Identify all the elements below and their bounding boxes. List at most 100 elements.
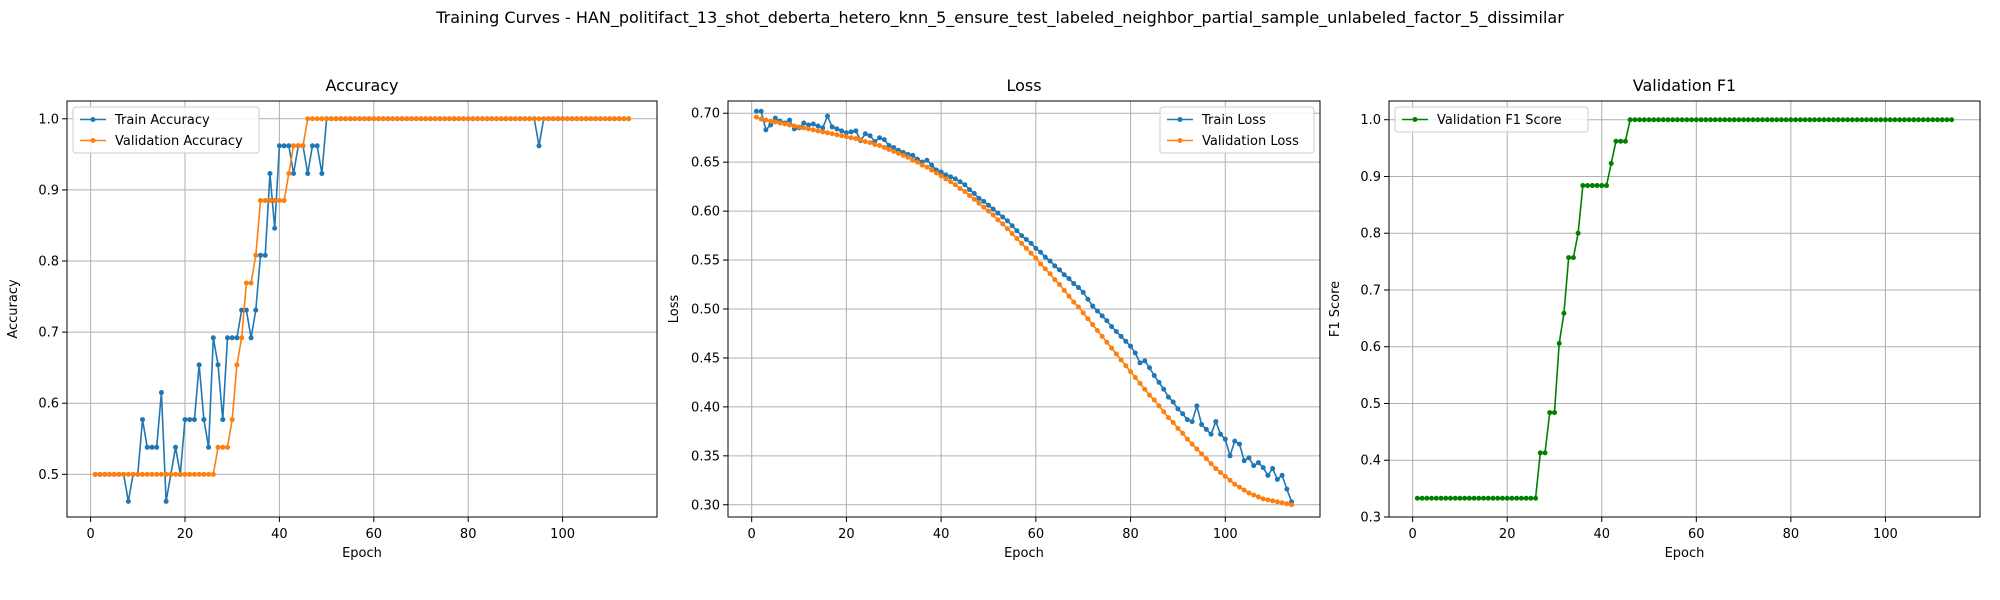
data-point-validation-loss xyxy=(815,128,821,134)
data-point-validation-accuracy xyxy=(446,116,452,122)
data-point-validation-accuracy xyxy=(550,116,556,122)
data-point-validation-accuracy xyxy=(187,471,193,477)
legend-marker xyxy=(1177,138,1183,143)
data-point-validation-f1-score xyxy=(1490,495,1496,501)
data-point-validation-loss xyxy=(1265,497,1271,503)
data-point-train-accuracy xyxy=(536,143,542,149)
y-tick-label: 0.8 xyxy=(38,255,59,270)
data-point-validation-f1-score xyxy=(1835,117,1841,123)
x-tick-label: 40 xyxy=(1593,527,1610,542)
data-point-train-loss xyxy=(1038,249,1044,255)
data-point-validation-accuracy xyxy=(229,417,235,423)
data-point-train-loss xyxy=(772,115,778,121)
data-point-validation-accuracy xyxy=(475,116,481,122)
data-point-validation-f1-score xyxy=(1821,117,1827,123)
data-point-train-loss xyxy=(976,195,982,201)
chart-title: Validation F1 xyxy=(1633,76,1736,95)
data-point-validation-loss xyxy=(768,118,774,124)
data-point-validation-loss xyxy=(943,176,949,182)
y-tick-label: 0.60 xyxy=(691,205,720,220)
data-point-validation-loss xyxy=(1156,403,1162,409)
data-point-validation-loss xyxy=(971,196,977,202)
data-point-validation-loss xyxy=(1132,375,1138,381)
data-point-validation-loss xyxy=(1208,461,1214,467)
data-point-validation-accuracy xyxy=(404,116,410,122)
data-point-validation-loss xyxy=(1038,261,1044,267)
data-point-validation-loss xyxy=(806,126,812,132)
data-point-train-loss xyxy=(1066,276,1072,282)
data-point-validation-f1-score xyxy=(1641,117,1647,123)
series-line-validation-accuracy xyxy=(95,117,629,476)
data-point-validation-loss xyxy=(872,142,878,148)
data-point-train-loss xyxy=(1161,386,1167,392)
data-point-validation-loss xyxy=(1199,451,1205,457)
data-point-validation-accuracy xyxy=(173,471,179,477)
data-point-train-loss xyxy=(1218,431,1224,437)
data-point-train-loss xyxy=(943,172,949,178)
data-point-validation-f1-score xyxy=(1547,410,1553,416)
data-point-validation-accuracy xyxy=(295,143,301,149)
x-tick-label: 100 xyxy=(1213,527,1238,542)
data-point-validation-accuracy xyxy=(97,471,103,477)
data-point-train-loss xyxy=(886,143,892,149)
data-point-train-loss xyxy=(948,174,954,180)
series-line-train-accuracy xyxy=(95,117,629,503)
legend-marker xyxy=(1412,117,1418,122)
data-point-train-loss xyxy=(820,125,826,131)
data-point-validation-accuracy xyxy=(371,116,377,122)
data-point-validation-loss xyxy=(1232,481,1238,487)
data-point-train-loss xyxy=(787,117,793,123)
data-point-validation-accuracy xyxy=(319,116,325,122)
data-point-validation-accuracy xyxy=(394,116,400,122)
data-point-train-loss xyxy=(1004,218,1010,224)
data-point-validation-loss xyxy=(1109,345,1115,351)
data-point-train-accuracy xyxy=(224,335,230,341)
data-point-validation-accuracy xyxy=(276,198,282,204)
data-point-validation-loss xyxy=(985,208,991,214)
data-point-validation-accuracy xyxy=(437,116,443,122)
data-point-validation-loss xyxy=(1213,466,1219,472)
axes-frame xyxy=(66,100,658,518)
data-point-validation-accuracy xyxy=(427,116,433,122)
y-tick-label: 0.5 xyxy=(38,468,59,483)
data-point-validation-f1-score xyxy=(1528,495,1534,501)
data-point-validation-accuracy xyxy=(531,116,537,122)
data-point-validation-accuracy xyxy=(583,116,589,122)
data-point-validation-loss xyxy=(772,119,778,125)
data-point-validation-f1-score xyxy=(1755,117,1761,123)
data-point-validation-loss xyxy=(1194,446,1200,452)
legend-box xyxy=(72,106,260,154)
data-point-validation-accuracy xyxy=(470,116,476,122)
data-point-validation-accuracy xyxy=(508,116,514,122)
data-point-validation-accuracy xyxy=(593,116,599,122)
data-point-validation-accuracy xyxy=(479,116,485,122)
data-point-train-accuracy xyxy=(309,143,315,149)
y-axis-label: Loss xyxy=(667,295,682,324)
x-tick-label: 60 xyxy=(1688,527,1705,542)
data-point-train-loss xyxy=(1213,419,1219,425)
data-point-validation-f1-score xyxy=(1462,495,1468,501)
data-point-validation-f1-score xyxy=(1566,255,1572,261)
data-point-validation-f1-score xyxy=(1750,117,1756,123)
data-point-validation-loss xyxy=(758,116,764,122)
data-point-validation-accuracy xyxy=(588,116,594,122)
data-point-validation-f1-score xyxy=(1944,117,1950,123)
data-point-validation-f1-score xyxy=(1651,117,1657,123)
data-point-validation-loss xyxy=(914,159,920,165)
data-point-validation-accuracy xyxy=(92,471,98,477)
data-point-train-accuracy xyxy=(286,143,292,149)
data-point-validation-accuracy xyxy=(399,116,405,122)
data-point-validation-accuracy xyxy=(305,116,311,122)
data-point-validation-f1-score xyxy=(1920,117,1926,123)
data-point-train-loss xyxy=(753,108,759,114)
data-point-train-accuracy xyxy=(267,171,273,177)
data-point-validation-accuracy xyxy=(328,116,334,122)
data-point-validation-f1-score xyxy=(1901,117,1907,123)
legend-box xyxy=(1159,106,1315,154)
data-point-validation-accuracy xyxy=(357,116,363,122)
data-point-validation-loss xyxy=(1218,469,1224,475)
legend-marker xyxy=(90,117,96,122)
data-point-validation-accuracy xyxy=(498,116,504,122)
data-point-validation-loss xyxy=(1241,487,1247,493)
